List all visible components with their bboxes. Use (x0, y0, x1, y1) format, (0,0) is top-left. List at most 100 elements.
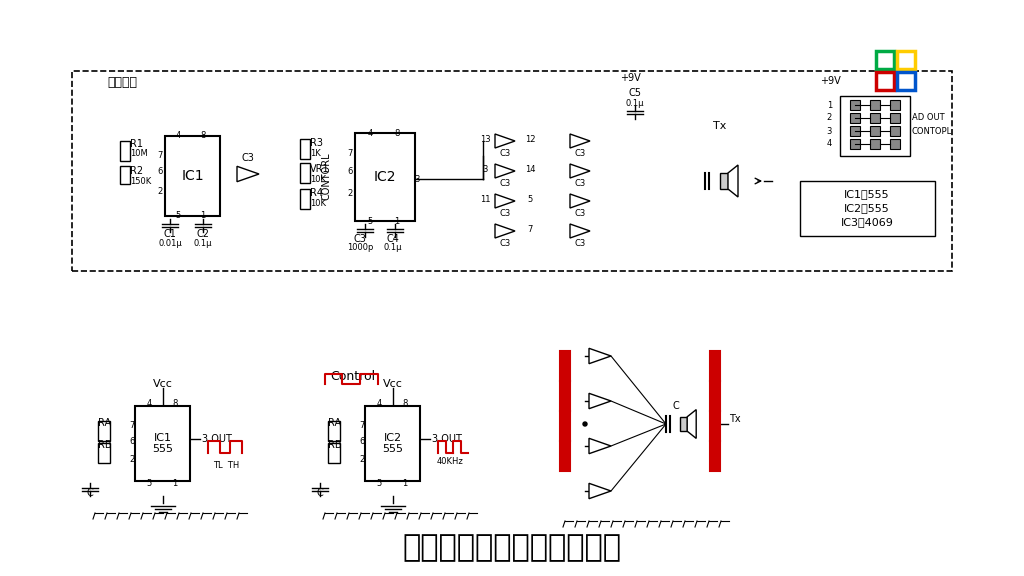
Text: 1: 1 (172, 479, 177, 488)
Polygon shape (589, 348, 611, 363)
Bar (710, 381, 720, 411)
Text: RB: RB (98, 440, 112, 450)
Polygon shape (570, 194, 590, 208)
Text: C3: C3 (500, 210, 511, 218)
Text: IC3：4069: IC3：4069 (841, 217, 893, 227)
Text: 5: 5 (368, 217, 373, 225)
Bar (300, 163, 310, 183)
Polygon shape (495, 134, 515, 148)
Text: 2: 2 (129, 454, 134, 464)
Bar (560, 351, 570, 381)
Text: R1: R1 (130, 139, 143, 149)
Text: 增大了驱动电流和驱动电压: 增大了驱动电流和驱动电压 (402, 533, 622, 563)
Text: +9V: +9V (620, 73, 640, 83)
Text: IC2: IC2 (374, 170, 396, 184)
Text: C5: C5 (629, 88, 641, 98)
Text: 5: 5 (377, 479, 382, 488)
Text: 3 OUT: 3 OUT (202, 434, 231, 444)
Text: 7: 7 (527, 225, 532, 233)
Text: C: C (673, 401, 679, 411)
Text: CONTORL: CONTORL (322, 152, 332, 200)
Text: 发射电路: 发射电路 (106, 77, 137, 89)
Bar (365, 406, 420, 481)
Bar (876, 51, 894, 69)
Text: 12: 12 (524, 135, 536, 143)
Polygon shape (589, 393, 611, 409)
Text: 7: 7 (359, 422, 365, 430)
Text: Tx: Tx (714, 121, 727, 131)
Polygon shape (237, 166, 259, 181)
Text: AD OUT: AD OUT (912, 113, 944, 123)
Text: RA: RA (98, 418, 112, 428)
Text: 4: 4 (146, 400, 152, 408)
Text: 1K: 1K (310, 149, 321, 157)
Text: RA: RA (329, 418, 342, 428)
Text: 14: 14 (524, 165, 536, 173)
Bar (120, 166, 130, 184)
Text: 8: 8 (201, 131, 206, 141)
Bar (897, 72, 914, 90)
Text: RB: RB (328, 440, 342, 450)
Text: 10K: 10K (310, 175, 326, 184)
Polygon shape (589, 483, 611, 499)
Text: 4: 4 (377, 400, 382, 408)
Bar (840, 96, 910, 156)
Text: 2: 2 (158, 187, 163, 195)
Text: 40KHz: 40KHz (436, 457, 464, 465)
Text: 4: 4 (826, 139, 831, 149)
Bar (870, 126, 880, 136)
Text: C3: C3 (574, 210, 586, 218)
Polygon shape (570, 224, 590, 238)
Bar (890, 100, 900, 110)
Text: 6: 6 (129, 437, 135, 445)
Text: R3: R3 (310, 138, 323, 148)
Text: C3: C3 (353, 234, 367, 244)
Bar (710, 351, 720, 381)
Text: IC2
555: IC2 555 (382, 433, 403, 454)
Bar (890, 113, 900, 123)
Bar (560, 441, 570, 471)
Text: 3: 3 (482, 165, 487, 173)
Text: 0.1μ: 0.1μ (384, 244, 402, 252)
Bar (135, 406, 190, 481)
Text: 5: 5 (527, 195, 532, 203)
Text: IC2：555: IC2：555 (844, 203, 890, 213)
Bar (897, 51, 914, 69)
Bar (720, 173, 728, 189)
Text: 3: 3 (826, 127, 831, 135)
Bar (800, 181, 935, 236)
Text: 7: 7 (129, 422, 135, 430)
Text: 1: 1 (826, 100, 831, 109)
Bar (560, 411, 570, 441)
Text: 8: 8 (172, 400, 178, 408)
Bar (98, 443, 110, 463)
Bar (355, 133, 415, 221)
Text: 0.1μ: 0.1μ (194, 238, 212, 248)
Bar (850, 100, 860, 110)
Text: C3: C3 (500, 240, 511, 248)
Text: 5: 5 (146, 479, 152, 488)
Text: 1: 1 (394, 217, 399, 225)
Text: IC1
555: IC1 555 (152, 433, 173, 454)
Bar (710, 411, 720, 441)
Bar (870, 139, 880, 149)
Bar (876, 72, 894, 90)
Bar (72, 71, 952, 271)
Text: 150K: 150K (130, 176, 152, 185)
Text: 1: 1 (402, 479, 408, 488)
Text: TL  TH: TL TH (213, 460, 240, 469)
Text: 0.1μ: 0.1μ (626, 98, 644, 108)
Text: C4: C4 (387, 234, 399, 244)
Bar (850, 139, 860, 149)
Text: 2: 2 (347, 188, 352, 198)
Text: C: C (87, 488, 93, 498)
Bar (870, 100, 880, 110)
Text: 10K: 10K (310, 199, 326, 207)
Polygon shape (570, 164, 590, 178)
Text: C3: C3 (500, 150, 511, 158)
Text: 7: 7 (347, 149, 352, 157)
Text: C: C (316, 488, 324, 498)
Text: C3: C3 (500, 180, 511, 188)
Text: C1: C1 (164, 229, 176, 239)
Bar (98, 421, 110, 441)
